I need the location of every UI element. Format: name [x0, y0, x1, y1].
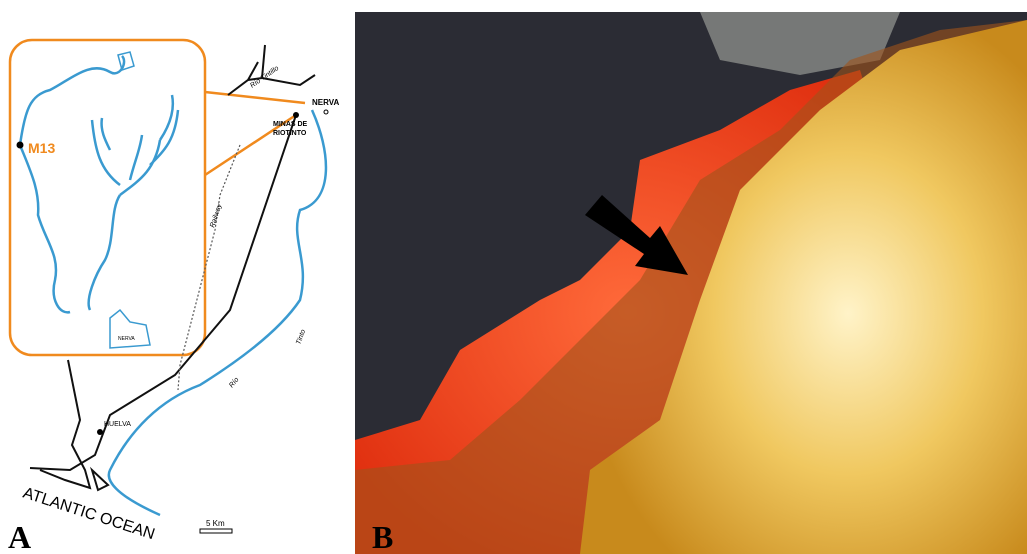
- rio-tinto: [109, 110, 326, 515]
- map-panel: M13 NERVA NERVA MINAS DE RIOTINTO HUELVA…: [8, 40, 339, 554]
- ocean-label: ATLANTIC OCEAN: [21, 485, 157, 544]
- scale-bar: [200, 529, 232, 533]
- place-label: RIOTINTO: [273, 130, 307, 137]
- river-label: Río: [228, 376, 240, 389]
- river-label: Tinto: [295, 329, 307, 346]
- scale-label: 5 Km: [206, 519, 225, 528]
- site-dot: [17, 142, 24, 149]
- railway-line: [178, 145, 240, 390]
- panel-label: A: [8, 519, 31, 554]
- panel-label: B: [372, 519, 393, 554]
- photo-panel: B: [355, 12, 1027, 554]
- inset-town: NERVA: [118, 336, 135, 342]
- place-label: HUELVA: [104, 421, 131, 428]
- place-label: NERVA: [312, 98, 339, 107]
- town-dot: [97, 429, 103, 435]
- figure: M13 NERVA NERVA MINAS DE RIOTINTO HUELVA…: [0, 0, 1027, 554]
- town-dot: [324, 110, 328, 114]
- site-label: M13: [28, 140, 55, 156]
- railway-label: Railway: [209, 203, 223, 229]
- town-dot: [293, 112, 299, 118]
- inset-rivers: [20, 52, 178, 348]
- place-label: MINAS DE: [273, 121, 308, 128]
- inset-frame: [10, 40, 205, 355]
